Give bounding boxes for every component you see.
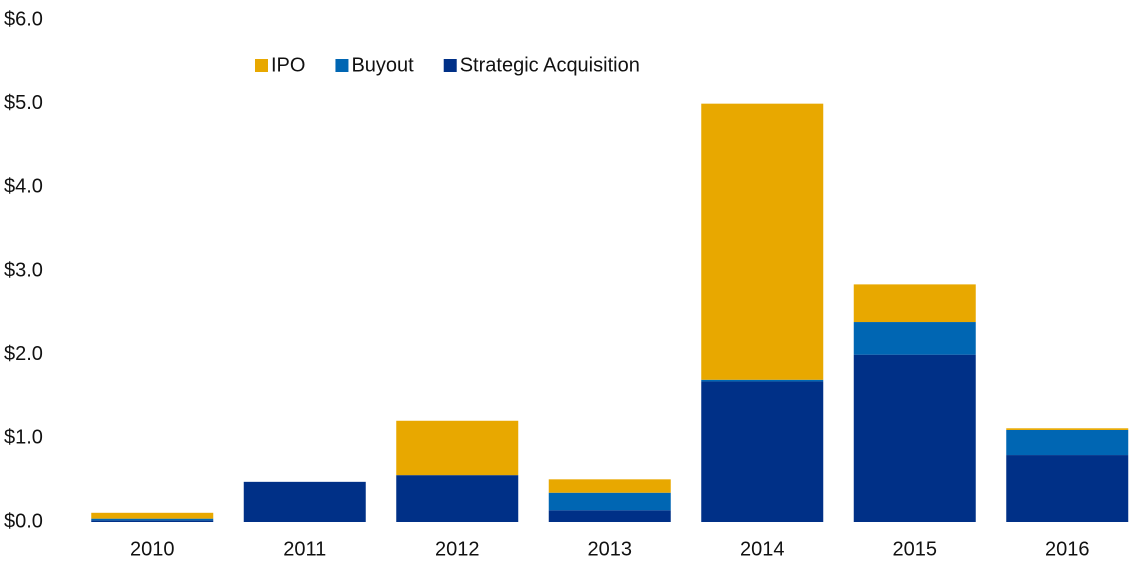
bar-segment	[701, 103, 824, 380]
bar-segment	[91, 518, 214, 521]
legend-label: Strategic Acquisition	[460, 54, 640, 76]
legend-label: IPO	[271, 54, 305, 76]
y-tick-label: $4.0	[4, 176, 43, 198]
bar-segment	[1006, 428, 1129, 430]
bar-segment	[853, 284, 976, 323]
bar-segment	[853, 322, 976, 355]
y-tick-label: $2.0	[4, 343, 43, 365]
x-tick-label: 2016	[1045, 538, 1090, 560]
bar-segment	[91, 512, 214, 519]
bar-segment	[701, 381, 824, 522]
legend-swatch	[255, 59, 268, 72]
y-tick-label: $5.0	[4, 92, 43, 114]
x-tick-label: 2015	[893, 538, 938, 560]
bar-segment	[548, 479, 671, 493]
bar-segment	[396, 420, 519, 476]
bar-segment	[1006, 429, 1129, 456]
y-tick-label: $0.0	[4, 510, 43, 532]
bar-segment	[1006, 455, 1129, 522]
legend-swatch	[443, 59, 457, 72]
y-tick-label: $1.0	[4, 427, 43, 449]
bar-segment	[243, 481, 366, 522]
legend-swatch	[335, 59, 349, 72]
bar-segment	[548, 492, 671, 511]
x-tick-label: 2014	[740, 538, 785, 560]
x-tick-label: 2011	[283, 538, 326, 560]
bar-segment	[701, 379, 824, 382]
bar-segment	[548, 510, 671, 522]
y-tick-label: $6.0	[4, 8, 43, 30]
legend-label: Buyout	[351, 54, 414, 76]
y-tick-label: $3.0	[4, 259, 43, 281]
x-tick-label: 2013	[588, 538, 633, 560]
x-tick-label: 2012	[435, 538, 480, 560]
bar-segment	[91, 520, 214, 522]
bar-segment	[853, 354, 976, 522]
bar-segment	[396, 475, 519, 522]
x-tick-label: 2010	[130, 538, 175, 560]
